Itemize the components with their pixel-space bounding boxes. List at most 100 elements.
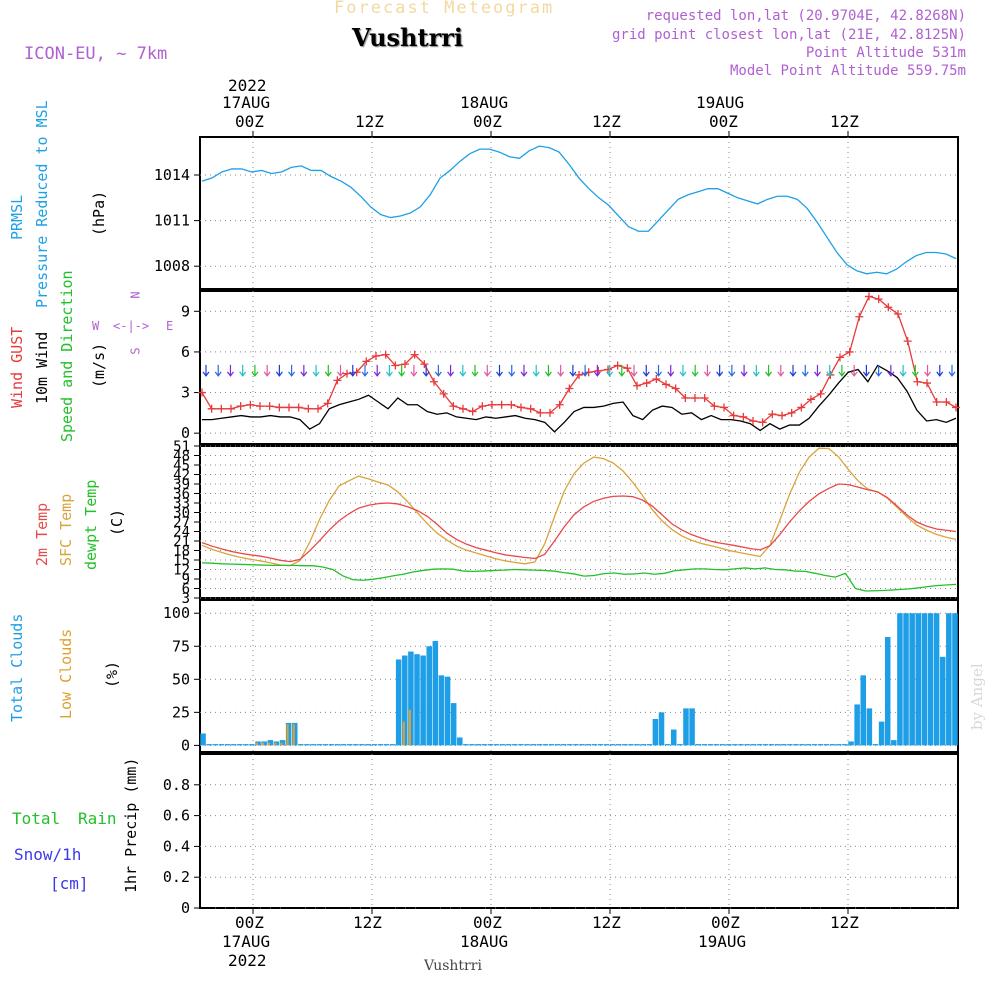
total-clouds-bar xyxy=(719,744,726,746)
wind-arrow xyxy=(385,364,393,377)
bottom-day-18aug: 18AUG xyxy=(460,932,509,951)
wind-arrow xyxy=(324,364,332,377)
total-clouds-bar xyxy=(585,744,591,746)
total-clouds-bar xyxy=(469,744,475,746)
snow-label-a: Snow/1h xyxy=(14,845,82,864)
gust-line-marker xyxy=(546,408,554,417)
total-clouds-bar xyxy=(377,744,384,746)
total-clouds-bar xyxy=(726,744,732,746)
panel-3-ytick-label: 50 xyxy=(172,670,190,688)
wind-arrow xyxy=(251,364,259,377)
total-clouds-bar xyxy=(224,744,231,746)
gust-line-marker xyxy=(526,404,535,413)
wind-arrow xyxy=(789,364,797,377)
wind-arrow xyxy=(520,364,528,377)
total-clouds-bar xyxy=(334,744,341,746)
wind-arrow xyxy=(618,364,626,377)
gust-line-marker xyxy=(952,403,960,412)
total-clouds-bar xyxy=(236,744,243,746)
panel-2-ytick-label: 24 xyxy=(173,525,190,541)
total-clouds-bar xyxy=(603,744,610,746)
top-day-18aug: 18AUG xyxy=(460,93,509,112)
bottom-day-17aug: 17AUG xyxy=(222,932,271,951)
wind-arrow xyxy=(850,364,858,377)
total-clouds-bar xyxy=(512,744,518,746)
total-clouds-bar xyxy=(298,744,304,746)
wind-arrow xyxy=(214,364,222,377)
gust-line-marker xyxy=(729,411,738,420)
sfc-temp-line xyxy=(201,447,957,567)
total-clouds-bar xyxy=(414,654,420,746)
wind-arrow xyxy=(471,364,479,377)
gust-line-marker xyxy=(488,400,496,409)
gust-line-marker xyxy=(932,398,941,407)
gust-line-marker xyxy=(884,303,893,312)
total-clouds-bar xyxy=(670,729,677,746)
total-clouds-bar xyxy=(322,744,329,746)
gust-line-marker xyxy=(285,403,293,412)
total-clouds-bar xyxy=(707,744,714,746)
panel-2-ytick-label: 45 xyxy=(173,458,190,474)
total-clouds-bar xyxy=(664,744,671,746)
gust-line-marker xyxy=(633,381,641,390)
wind-arrow xyxy=(508,364,516,377)
low-clouds-bar xyxy=(274,742,277,746)
gust-line-marker xyxy=(662,380,670,389)
total-clouds-bar xyxy=(732,744,738,746)
panel-2-ytick-label: 21 xyxy=(173,534,190,550)
total-clouds-bar xyxy=(206,744,212,746)
total-clouds-bar xyxy=(891,740,897,746)
wind-arrow xyxy=(422,364,430,377)
wind-arrow xyxy=(703,364,711,377)
panel-0-ytick-label: 1008 xyxy=(154,257,190,275)
total-clouds-bar xyxy=(836,744,842,746)
top-tick-00z-18: 00Z xyxy=(473,112,502,131)
total-clouds-bar xyxy=(438,675,445,746)
total-clouds-bar xyxy=(524,744,530,746)
total-clouds-bar xyxy=(389,744,396,746)
wind-arrow xyxy=(936,364,944,377)
total-clouds-bar xyxy=(560,744,567,746)
total-clouds-bar xyxy=(615,744,622,746)
total-clouds-bar xyxy=(200,733,206,746)
total-clouds-bar xyxy=(628,744,634,746)
wind-arrow xyxy=(728,364,736,377)
grid-point: grid point closest lon,lat (21E, 42.8125… xyxy=(611,27,966,43)
top-tick-12z-18: 12Z xyxy=(592,112,621,131)
panel-2-ytick-label: 30 xyxy=(173,506,190,522)
wind-arrow xyxy=(679,364,687,377)
location-title: Vushtrri xyxy=(352,23,463,52)
panel-3-ytick-label: 100 xyxy=(163,604,190,622)
total-clouds-bar xyxy=(866,708,873,746)
model-altitude: Model Point Altitude 559.75m xyxy=(729,63,966,79)
total-clouds-bar xyxy=(444,676,451,746)
wind-arrow xyxy=(202,364,210,377)
total-clouds-bar xyxy=(609,744,616,746)
rain-label-b: Rain xyxy=(78,809,117,828)
wind-arrow xyxy=(581,364,589,377)
panel-2-ytick-label: 36 xyxy=(173,487,190,503)
gust-line-marker xyxy=(217,404,226,413)
wind-arrow xyxy=(826,364,834,377)
panel-1-ytick-label: 9 xyxy=(181,302,190,320)
gust-line-marker xyxy=(749,416,757,425)
total-clouds-bar xyxy=(762,744,769,746)
wind-arrow xyxy=(777,364,785,377)
total-clouds-bar xyxy=(481,744,488,746)
panel-2-ytick-label: 12 xyxy=(173,563,190,579)
wind-arrow xyxy=(691,364,699,377)
total-clouds-bar xyxy=(622,744,628,746)
wind-arrow xyxy=(483,364,491,377)
total-clouds-bar xyxy=(927,613,934,746)
total-clouds-bar xyxy=(530,744,536,746)
gust-line-marker xyxy=(410,350,419,359)
total-clouds-bar xyxy=(921,613,928,746)
gust-line-marker xyxy=(507,400,516,409)
wind-arrow xyxy=(606,364,614,377)
panel-4-ytick-label: 0.4 xyxy=(163,837,190,855)
total-clouds-bar xyxy=(218,744,225,746)
gust-line-marker xyxy=(333,376,342,385)
low-clouds-bar xyxy=(255,742,259,746)
wind-arrow xyxy=(740,364,748,377)
panel-4-frame xyxy=(199,753,959,909)
